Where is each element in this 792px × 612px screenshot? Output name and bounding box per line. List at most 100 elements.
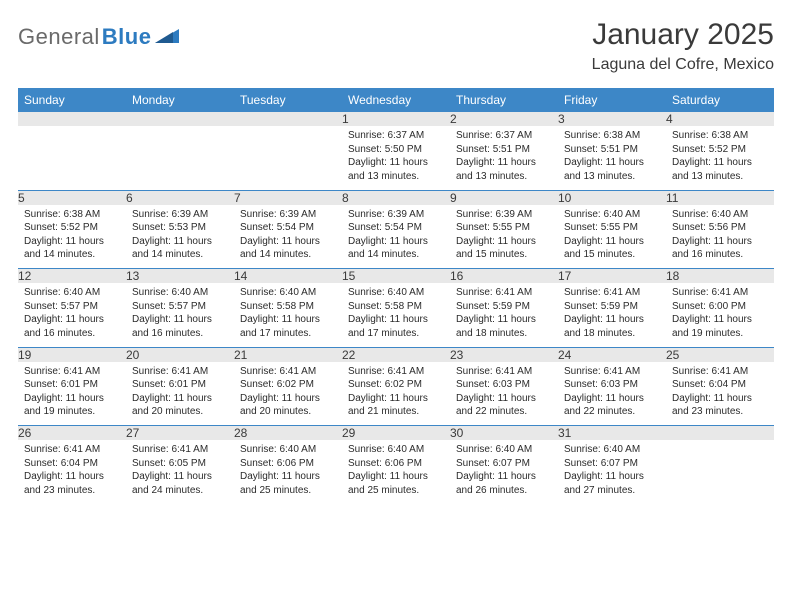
day-cell: Sunrise: 6:40 AMSunset: 6:07 PMDaylight:… [450,440,558,504]
day-detail: Sunrise: 6:40 AMSunset: 5:58 PMDaylight:… [342,283,450,344]
day-cell: Sunrise: 6:37 AMSunset: 5:51 PMDaylight:… [450,126,558,190]
day-detail: Sunrise: 6:40 AMSunset: 6:06 PMDaylight:… [342,440,450,501]
day-cell [126,126,234,190]
day-detail: Sunrise: 6:40 AMSunset: 5:57 PMDaylight:… [126,283,234,344]
day-header: Wednesday [342,88,450,112]
daynum-cell: 10 [558,190,666,205]
day-cell: Sunrise: 6:38 AMSunset: 5:52 PMDaylight:… [18,205,126,269]
daynum-cell: 14 [234,269,342,284]
day-cell: Sunrise: 6:40 AMSunset: 5:55 PMDaylight:… [558,205,666,269]
day-detail: Sunrise: 6:37 AMSunset: 5:50 PMDaylight:… [342,126,450,187]
day-cell: Sunrise: 6:38 AMSunset: 5:51 PMDaylight:… [558,126,666,190]
day-detail: Sunrise: 6:40 AMSunset: 5:58 PMDaylight:… [234,283,342,344]
logo: GeneralBlue [18,18,179,50]
daynum-cell: 6 [126,190,234,205]
location: Laguna del Cofre, Mexico [592,56,774,74]
day-cell: Sunrise: 6:39 AMSunset: 5:54 PMDaylight:… [342,205,450,269]
day-cell: Sunrise: 6:41 AMSunset: 5:59 PMDaylight:… [558,283,666,347]
daynum-cell: 17 [558,269,666,284]
daynum-cell [234,112,342,126]
day-cell: Sunrise: 6:40 AMSunset: 6:07 PMDaylight:… [558,440,666,504]
day-cell: Sunrise: 6:40 AMSunset: 5:57 PMDaylight:… [126,283,234,347]
calendar-body: 1234Sunrise: 6:37 AMSunset: 5:50 PMDayli… [18,112,774,504]
day-detail: Sunrise: 6:41 AMSunset: 6:05 PMDaylight:… [126,440,234,501]
day-cell: Sunrise: 6:41 AMSunset: 6:02 PMDaylight:… [234,362,342,426]
daynum-cell: 4 [666,112,774,126]
day-cell: Sunrise: 6:39 AMSunset: 5:55 PMDaylight:… [450,205,558,269]
daynum-cell: 18 [666,269,774,284]
day-detail: Sunrise: 6:41 AMSunset: 6:01 PMDaylight:… [18,362,126,423]
day-detail: Sunrise: 6:41 AMSunset: 6:04 PMDaylight:… [18,440,126,501]
day-cell: Sunrise: 6:40 AMSunset: 5:56 PMDaylight:… [666,205,774,269]
daynum-cell: 8 [342,190,450,205]
header: GeneralBlue January 2025 Laguna del Cofr… [18,18,774,74]
day-cell: Sunrise: 6:41 AMSunset: 6:01 PMDaylight:… [18,362,126,426]
day-cell [234,126,342,190]
calendar-page: GeneralBlue January 2025 Laguna del Cofr… [0,0,792,514]
detail-row: Sunrise: 6:40 AMSunset: 5:57 PMDaylight:… [18,283,774,347]
day-cell: Sunrise: 6:41 AMSunset: 6:03 PMDaylight:… [558,362,666,426]
daynum-cell: 16 [450,269,558,284]
month-title: January 2025 [592,18,774,52]
daynum-cell: 24 [558,347,666,362]
detail-row: Sunrise: 6:41 AMSunset: 6:04 PMDaylight:… [18,440,774,504]
daynum-cell: 13 [126,269,234,284]
day-detail: Sunrise: 6:41 AMSunset: 5:59 PMDaylight:… [558,283,666,344]
daynum-cell: 12 [18,269,126,284]
day-detail: Sunrise: 6:41 AMSunset: 6:03 PMDaylight:… [450,362,558,423]
day-detail: Sunrise: 6:41 AMSunset: 6:04 PMDaylight:… [666,362,774,423]
day-detail: Sunrise: 6:41 AMSunset: 6:00 PMDaylight:… [666,283,774,344]
daynum-cell [126,112,234,126]
day-header: Tuesday [234,88,342,112]
day-detail: Sunrise: 6:38 AMSunset: 5:51 PMDaylight:… [558,126,666,187]
day-cell [666,440,774,504]
daynum-cell: 27 [126,426,234,441]
day-cell: Sunrise: 6:41 AMSunset: 6:01 PMDaylight:… [126,362,234,426]
day-detail: Sunrise: 6:39 AMSunset: 5:54 PMDaylight:… [234,205,342,266]
daynum-cell: 31 [558,426,666,441]
daynum-row: 19202122232425 [18,347,774,362]
logo-triangle-icon [155,27,179,43]
day-header: Thursday [450,88,558,112]
day-cell: Sunrise: 6:40 AMSunset: 6:06 PMDaylight:… [234,440,342,504]
day-detail: Sunrise: 6:39 AMSunset: 5:55 PMDaylight:… [450,205,558,266]
day-detail: Sunrise: 6:40 AMSunset: 6:07 PMDaylight:… [558,440,666,501]
day-detail: Sunrise: 6:39 AMSunset: 5:54 PMDaylight:… [342,205,450,266]
daynum-cell: 15 [342,269,450,284]
day-detail: Sunrise: 6:40 AMSunset: 5:56 PMDaylight:… [666,205,774,266]
daynum-cell: 9 [450,190,558,205]
day-detail: Sunrise: 6:37 AMSunset: 5:51 PMDaylight:… [450,126,558,187]
day-cell: Sunrise: 6:40 AMSunset: 5:57 PMDaylight:… [18,283,126,347]
day-cell: Sunrise: 6:41 AMSunset: 5:59 PMDaylight:… [450,283,558,347]
day-cell: Sunrise: 6:40 AMSunset: 6:06 PMDaylight:… [342,440,450,504]
day-header: Saturday [666,88,774,112]
daynum-cell: 3 [558,112,666,126]
daynum-cell: 5 [18,190,126,205]
daynum-cell: 20 [126,347,234,362]
daynum-cell [666,426,774,441]
day-detail: Sunrise: 6:40 AMSunset: 5:57 PMDaylight:… [18,283,126,344]
calendar-head: SundayMondayTuesdayWednesdayThursdayFrid… [18,88,774,112]
daynum-row: 12131415161718 [18,269,774,284]
day-detail: Sunrise: 6:39 AMSunset: 5:53 PMDaylight:… [126,205,234,266]
daynum-cell: 25 [666,347,774,362]
daynum-cell: 29 [342,426,450,441]
day-detail: Sunrise: 6:38 AMSunset: 5:52 PMDaylight:… [666,126,774,187]
day-detail: Sunrise: 6:40 AMSunset: 6:06 PMDaylight:… [234,440,342,501]
daynum-cell: 23 [450,347,558,362]
day-header-row: SundayMondayTuesdayWednesdayThursdayFrid… [18,88,774,112]
daynum-cell: 1 [342,112,450,126]
day-detail: Sunrise: 6:40 AMSunset: 5:55 PMDaylight:… [558,205,666,266]
day-header: Friday [558,88,666,112]
day-cell: Sunrise: 6:41 AMSunset: 6:03 PMDaylight:… [450,362,558,426]
day-detail: Sunrise: 6:41 AMSunset: 6:01 PMDaylight:… [126,362,234,423]
day-cell: Sunrise: 6:40 AMSunset: 5:58 PMDaylight:… [234,283,342,347]
day-cell: Sunrise: 6:39 AMSunset: 5:54 PMDaylight:… [234,205,342,269]
day-detail: Sunrise: 6:41 AMSunset: 5:59 PMDaylight:… [450,283,558,344]
day-cell: Sunrise: 6:41 AMSunset: 6:04 PMDaylight:… [666,362,774,426]
day-cell: Sunrise: 6:41 AMSunset: 6:05 PMDaylight:… [126,440,234,504]
day-cell: Sunrise: 6:40 AMSunset: 5:58 PMDaylight:… [342,283,450,347]
day-cell: Sunrise: 6:41 AMSunset: 6:02 PMDaylight:… [342,362,450,426]
daynum-cell: 7 [234,190,342,205]
daynum-cell: 21 [234,347,342,362]
